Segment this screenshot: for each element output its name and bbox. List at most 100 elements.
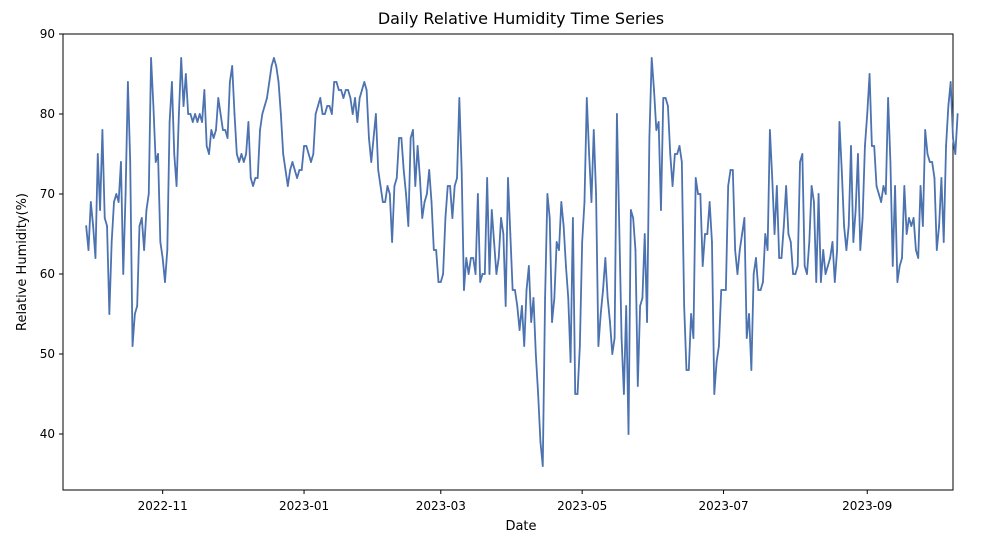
data-point	[903, 185, 906, 187]
data-point	[493, 241, 495, 243]
data-point	[210, 129, 213, 131]
data-point	[646, 321, 648, 323]
y-tick-label: 50	[40, 347, 55, 361]
data-point	[521, 305, 523, 307]
data-point	[896, 281, 899, 283]
data-point	[836, 249, 839, 251]
data-point	[432, 249, 435, 251]
data-point	[330, 113, 333, 115]
data-point	[694, 177, 697, 179]
data-point	[908, 217, 910, 219]
data-point	[263, 105, 266, 107]
data-point	[168, 121, 171, 123]
data-point	[240, 153, 243, 155]
data-point	[917, 257, 920, 259]
data-point	[919, 185, 922, 187]
data-point	[590, 201, 593, 203]
data-point	[349, 97, 352, 99]
data-point	[613, 337, 616, 339]
data-point	[877, 193, 880, 195]
data-point	[242, 161, 245, 163]
data-point	[921, 225, 924, 227]
data-point	[622, 393, 625, 395]
data-point	[423, 201, 426, 203]
data-point	[875, 185, 878, 187]
data-point	[154, 161, 157, 163]
data-point	[766, 249, 769, 251]
data-point	[231, 65, 234, 67]
data-point	[488, 273, 491, 275]
data-point	[935, 249, 938, 251]
data-point	[497, 257, 500, 259]
data-point	[743, 217, 746, 219]
data-point	[901, 257, 903, 259]
data-point	[516, 305, 519, 307]
data-point	[738, 249, 741, 251]
data-point	[337, 89, 340, 91]
data-point	[198, 113, 201, 115]
data-point	[546, 193, 549, 195]
data-point	[502, 233, 505, 235]
data-point	[228, 81, 231, 83]
data-point	[861, 217, 864, 219]
data-point	[741, 233, 743, 235]
data-point	[439, 281, 442, 283]
data-point	[87, 249, 90, 251]
data-point	[755, 257, 757, 259]
data-point	[479, 281, 482, 283]
data-point	[933, 177, 936, 179]
data-point	[711, 241, 713, 243]
data-point	[298, 169, 301, 171]
data-point	[625, 305, 628, 307]
y-tick-label: 70	[40, 187, 55, 201]
data-point	[565, 265, 567, 267]
data-point	[729, 169, 732, 171]
data-point	[122, 273, 125, 275]
data-point	[115, 193, 118, 195]
data-point	[490, 209, 493, 211]
data-point	[101, 129, 104, 131]
data-point	[648, 137, 651, 139]
x-tick-label: 2023-09	[842, 499, 892, 513]
data-point	[296, 177, 298, 179]
data-point	[117, 201, 120, 203]
data-point	[859, 249, 862, 251]
data-point	[395, 177, 398, 179]
data-point	[611, 353, 614, 355]
data-point	[868, 73, 871, 75]
data-point	[831, 241, 834, 243]
data-point	[949, 81, 952, 83]
data-point	[655, 129, 658, 131]
data-point	[113, 201, 115, 203]
data-point	[720, 289, 723, 291]
data-point	[764, 233, 767, 235]
data-point	[409, 137, 412, 139]
data-point	[769, 129, 771, 131]
data-point	[164, 281, 166, 283]
data-point	[437, 281, 440, 283]
data-point	[145, 209, 148, 211]
data-point	[351, 113, 354, 115]
data-point	[701, 265, 704, 267]
data-point	[180, 57, 183, 59]
y-tick-label: 60	[40, 267, 55, 281]
data-point	[643, 233, 646, 235]
data-point	[775, 185, 778, 187]
data-point	[873, 145, 876, 147]
data-point	[632, 217, 635, 219]
data-point	[864, 145, 866, 147]
data-point	[85, 225, 88, 227]
data-point	[286, 185, 289, 187]
data-point	[889, 161, 892, 163]
data-point	[310, 161, 312, 163]
data-point	[177, 113, 180, 115]
data-point	[926, 153, 929, 155]
data-point	[606, 297, 609, 299]
data-point	[398, 137, 400, 139]
data-point	[894, 185, 896, 187]
data-point	[639, 305, 642, 307]
data-point	[307, 153, 310, 155]
data-point	[405, 193, 407, 195]
data-point	[314, 113, 317, 115]
